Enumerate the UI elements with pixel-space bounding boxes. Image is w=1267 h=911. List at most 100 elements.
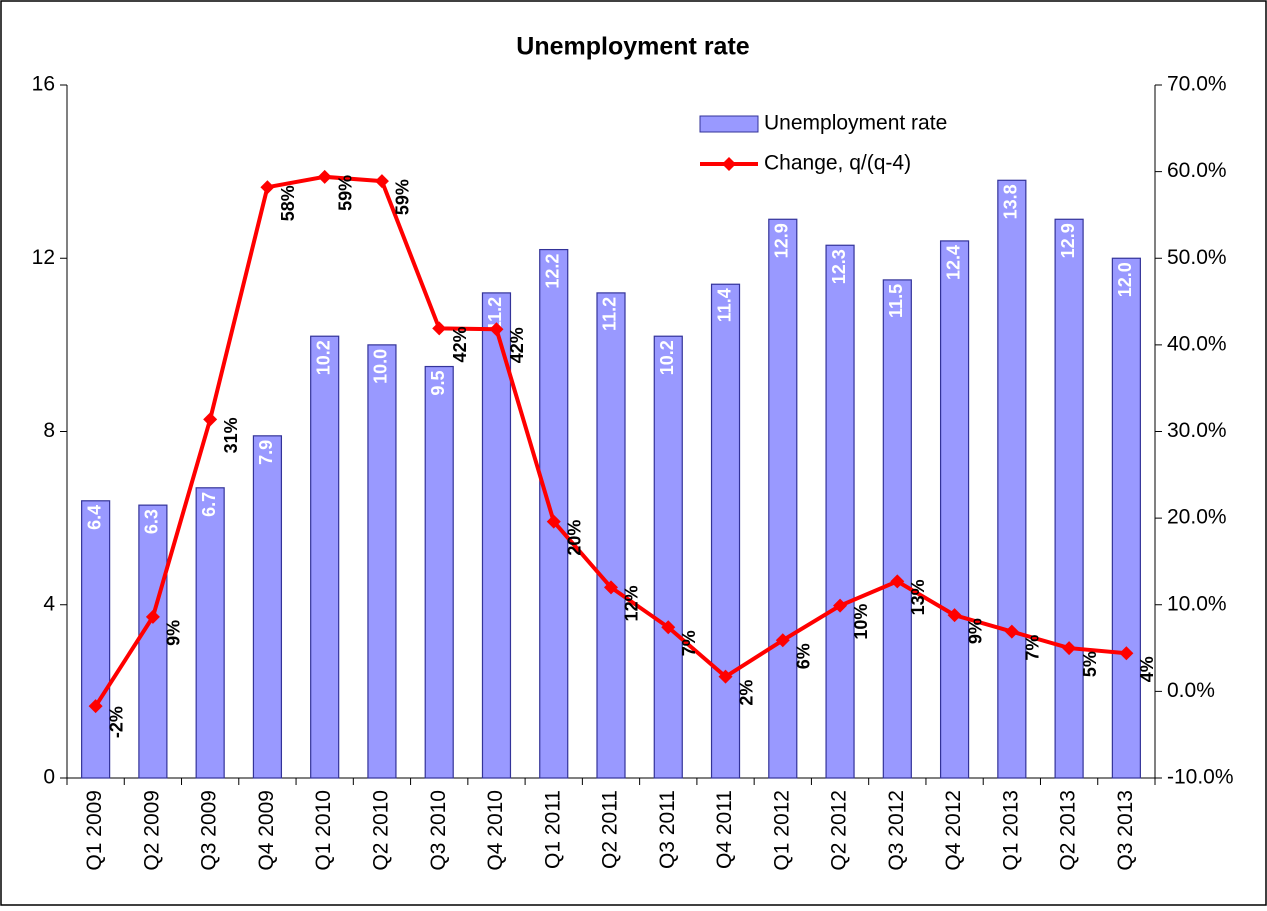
y2-tick-label: 50.0%	[1167, 246, 1227, 269]
line-label: 10%	[851, 604, 871, 640]
bar	[367, 344, 397, 779]
x-tick-label: Q4 2012	[942, 790, 965, 871]
bar	[481, 292, 512, 779]
line-label: 4%	[1137, 656, 1157, 682]
line-marker	[890, 574, 905, 589]
bar-label: 12.2	[542, 254, 562, 289]
bar-label: 12.0	[1115, 262, 1135, 297]
line-marker	[604, 580, 618, 595]
y-tick-label: 16	[32, 73, 55, 96]
y-tick-label: 4	[43, 592, 55, 615]
x-tick-label: Q2 2013	[1057, 790, 1080, 871]
line-label: 31%	[221, 417, 241, 453]
bar	[939, 240, 970, 779]
line-marker	[833, 598, 848, 613]
bar	[539, 248, 569, 779]
line-marker	[661, 620, 676, 635]
line-marker	[489, 322, 504, 337]
line-marker	[203, 412, 218, 427]
line-marker	[317, 169, 332, 184]
bar	[138, 504, 168, 779]
bar-label: 10.2	[313, 340, 333, 375]
line-label: 9%	[965, 618, 985, 644]
line-marker	[718, 669, 733, 684]
x-tick-label: Q1 2010	[312, 790, 335, 871]
line-label: 58%	[278, 185, 298, 221]
line-marker	[1062, 641, 1077, 656]
bar	[768, 218, 798, 779]
chart-title: Unemployment rate	[516, 33, 749, 61]
bar	[195, 487, 225, 779]
x-tick-label: Q2 2011	[599, 790, 622, 869]
line-label: 7%	[679, 630, 699, 656]
line-label: 59%	[335, 175, 355, 211]
x-tick-label: Q2 2012	[828, 790, 851, 871]
y2-tick-label: 0.0%	[1167, 679, 1215, 702]
bar-label: 10.2	[657, 340, 677, 375]
bar	[81, 500, 111, 779]
x-tick-label: Q3 2009	[198, 790, 221, 871]
line-label: 20%	[564, 520, 584, 556]
line-marker	[432, 321, 447, 336]
line-marker	[260, 180, 275, 195]
line-label: 6%	[794, 643, 814, 669]
line-marker	[775, 633, 790, 648]
legend-swatch	[699, 115, 759, 133]
bar	[252, 435, 283, 779]
x-tick-label: Q1 2011	[541, 790, 564, 869]
legend-marker	[722, 157, 736, 171]
y2-tick-label: 20.0%	[1167, 506, 1227, 529]
bar	[596, 292, 626, 779]
y-tick-label: 0	[43, 766, 55, 789]
bar-label: 12.3	[829, 249, 849, 284]
line-label: 5%	[1080, 651, 1100, 677]
line-label: 13%	[908, 579, 928, 615]
x-tick-label: Q2 2010	[369, 790, 392, 871]
y2-tick-label: 60.0%	[1167, 159, 1227, 182]
bar-label: 11.5	[886, 284, 906, 318]
line-marker	[145, 609, 160, 624]
x-tick-label: Q3 2011	[656, 790, 679, 869]
line-marker	[1004, 624, 1019, 639]
line-marker	[1119, 646, 1134, 661]
x-tick-label: Q3 2013	[1114, 790, 1137, 871]
line-label: 42%	[507, 327, 527, 363]
bar-label: 13.8	[1001, 184, 1021, 219]
bar	[882, 279, 912, 779]
line-marker	[88, 699, 103, 714]
bar-label: 11.4	[714, 288, 734, 322]
legend-label: Change, q/(q-4)	[764, 152, 911, 175]
bar	[1054, 218, 1084, 779]
y2-tick-label: 10.0%	[1167, 592, 1227, 615]
line-label: 59%	[393, 179, 413, 215]
bar	[653, 335, 683, 779]
bar-label: 7.9	[256, 440, 276, 465]
x-tick-label: Q1 2009	[83, 790, 106, 871]
bar-label: 10.0	[371, 349, 391, 384]
line-label: 9%	[164, 620, 184, 646]
line-label: 42%	[450, 326, 470, 362]
bar-label: 6.7	[199, 492, 219, 517]
line-label: 2%	[736, 680, 756, 706]
bar-label: 6.3	[142, 509, 162, 534]
x-tick-label: Q4 2009	[255, 790, 278, 871]
bar	[310, 335, 340, 779]
bar	[710, 283, 741, 779]
line-label: 7%	[1023, 635, 1043, 661]
y2-tick-label: 40.0%	[1167, 332, 1227, 355]
bar	[424, 365, 454, 779]
bar	[997, 179, 1027, 779]
y-tick-label: 8	[43, 419, 55, 442]
bar	[825, 244, 855, 779]
line-label: 12%	[622, 585, 642, 621]
x-tick-label: Q1 2013	[999, 790, 1022, 871]
x-tick-label: Q1 2012	[770, 790, 793, 871]
legend-label: Unemployment rate	[764, 112, 947, 135]
line-label: -2%	[106, 706, 126, 738]
bar-label: 12.4	[943, 245, 963, 280]
bar-label: 12.9	[1058, 223, 1078, 258]
y-tick-label: 12	[32, 246, 55, 269]
line-marker	[947, 608, 962, 623]
y2-tick-label: -10.0%	[1167, 766, 1234, 789]
